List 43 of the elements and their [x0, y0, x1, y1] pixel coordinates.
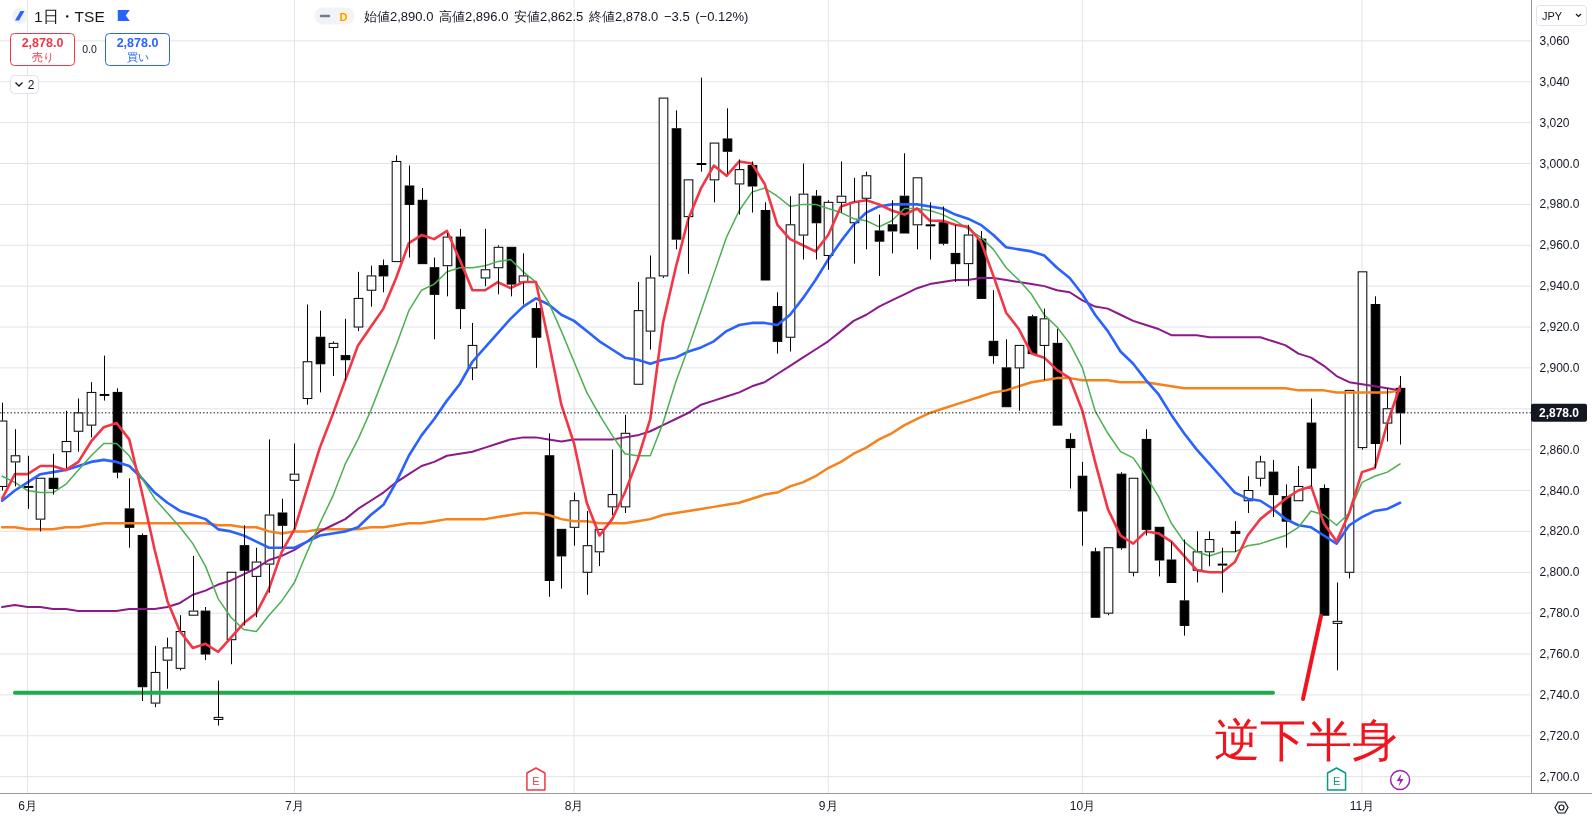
y-tick-label: 3,040	[1539, 74, 1570, 89]
x-tick-label: 7月	[285, 799, 304, 813]
y-tick-label: 2,920.0	[1539, 320, 1580, 335]
y-tick-label: 3,060	[1539, 33, 1570, 48]
x-tick-label: 9月	[818, 799, 838, 813]
sell-button: 2,878.0 売り	[10, 33, 75, 66]
annotation: 2	[27, 77, 35, 92]
annotation: 0.0	[82, 43, 97, 55]
annotation: 2,878.0	[116, 35, 159, 50]
earnings-badge: E	[526, 767, 546, 791]
y-tick-label: 2,980.0	[1539, 197, 1580, 212]
y-tick-label: 2,900.0	[1539, 360, 1580, 375]
note: 逆下半身	[1214, 614, 1398, 766]
x-tick-label: 11月	[1349, 799, 1375, 813]
y-tick-label: 2,840.0	[1539, 483, 1580, 498]
y-tick-label: 2,720.0	[1539, 728, 1580, 743]
y-tick-label: 2,700.0	[1539, 769, 1580, 784]
y-tick-label: 2,780.0	[1539, 606, 1580, 621]
y-tick-label: 2,740.0	[1539, 687, 1580, 702]
y-tick-label: 2,860.0	[1539, 442, 1580, 457]
y-tick-label: 2,760.0	[1539, 647, 1580, 662]
y-tick-label: 2,960.0	[1539, 238, 1580, 253]
y-tick-label: 2,800.0	[1539, 565, 1580, 580]
annotation: D	[339, 10, 348, 23]
y-tick-label: 3,020	[1539, 115, 1570, 130]
buy-button: 2,878.0 買い	[105, 33, 170, 66]
x-tick-label: 6月	[18, 799, 37, 813]
indicator-toggle: 2	[10, 75, 39, 94]
annotation: 2,878.0	[21, 35, 64, 50]
y-tick-label: 3,000.0	[1539, 156, 1580, 171]
annotation: 買い	[126, 51, 149, 63]
annotation: E	[1332, 774, 1341, 787]
annotation: E	[532, 774, 540, 787]
y-tick-label: 2,940.0	[1539, 279, 1580, 294]
earnings-badge: E	[1326, 767, 1347, 791]
line-series	[0, 203, 1402, 550]
annotation: 逆下半身	[1214, 714, 1398, 766]
y-tick-label: 2,820.0	[1539, 524, 1580, 539]
ref-line-label: 2,878.0	[1538, 405, 1580, 420]
x-tick-label: 8月	[564, 799, 584, 813]
currency-menu: JPY	[1536, 5, 1587, 26]
annotation: 売り	[31, 51, 54, 63]
x-tick-label: 10月	[1069, 799, 1096, 813]
